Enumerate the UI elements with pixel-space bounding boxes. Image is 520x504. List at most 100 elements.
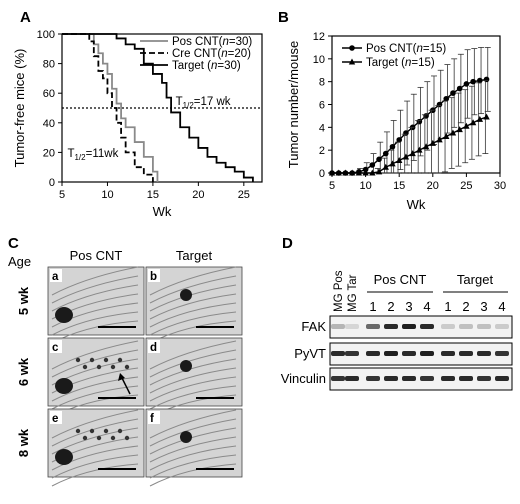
panel-c-duct-stroke	[51, 311, 139, 336]
chart-a-legend-label-rest: =20)	[228, 48, 252, 60]
chart-b-point-circle	[436, 101, 443, 108]
chart-a-legend-label-prefix: Cre CNT(	[172, 48, 221, 60]
chart-a-annotation-sub: 1/2	[183, 101, 195, 110]
chart-b-point-circle	[456, 85, 463, 92]
panel-d-band	[331, 351, 345, 356]
chart-a-annotation-text: =17 wk	[194, 96, 231, 108]
chart-b-ytick-label: 10	[313, 54, 325, 66]
panel-c-micrograph-letter: e	[52, 413, 58, 425]
chart-b-ytick-label: 4	[319, 122, 325, 134]
panel-d-lane-number: 3	[480, 299, 487, 314]
panel-c-age-label: Age	[8, 254, 31, 269]
chart-b-point-circle	[450, 90, 456, 96]
panel-c-duct-stroke	[51, 445, 139, 471]
panel-c-micrograph-frame	[47, 408, 145, 478]
panel-d-band	[459, 376, 473, 381]
panel-d-group-label: Target	[457, 272, 494, 287]
chart-b-ytick-label: 6	[319, 100, 325, 112]
chart-a-legend-label-prefix: Target (	[172, 60, 211, 72]
panel-c-tumor-lesion	[89, 428, 95, 434]
chart-a-legend-label-n: n	[221, 48, 227, 60]
panel-c-tumor-lesion	[124, 435, 130, 441]
panel-c-row-age: 5 wk	[16, 286, 31, 315]
chart-b-point-triangle	[436, 136, 443, 143]
panel-c-tumor-lesion	[124, 364, 130, 370]
panel-d-band	[345, 376, 359, 381]
panel-c-duct-stroke	[149, 311, 237, 336]
panel-d-band	[402, 351, 416, 356]
chart-b-legend-label-prefix: Pos CNT(	[366, 43, 417, 55]
chart-b-xtick-label: 10	[359, 180, 371, 192]
panel-c-micrograph-frame	[47, 337, 145, 407]
chart-b-point-triangle	[483, 113, 490, 120]
chart-b-point-circle	[389, 143, 396, 150]
panel-d-band	[459, 351, 473, 356]
chart-a-xtick-label: 10	[101, 189, 113, 201]
panel-c-micrograph: d	[145, 337, 243, 418]
chart-a-ytick-label: 60	[43, 88, 55, 100]
chart-b-point-triangle	[443, 132, 450, 139]
chart-b-ylabel: Tumor number/mouse	[286, 41, 301, 168]
panel-c-tumor-lesion	[82, 435, 88, 441]
panel-c-tumor-lesion	[75, 428, 81, 434]
chart-b-point-circle	[470, 78, 476, 85]
panel-c-duct-stroke	[51, 266, 139, 296]
panel-c-duct-stroke	[51, 302, 139, 328]
chart-b-point-circle	[463, 81, 470, 87]
chart-a-legend-label-rest: =30)	[229, 36, 253, 48]
panel-d-band	[366, 351, 380, 356]
panel-c-arrow	[121, 377, 131, 395]
panel-d-band	[420, 376, 434, 381]
chart-a-xtick-label: 20	[192, 189, 204, 201]
panel-d-band	[459, 324, 473, 329]
panel-c-duct-stroke	[149, 436, 237, 463]
panel-d-band	[495, 351, 509, 356]
panel-d-band	[495, 324, 509, 329]
chart-b-ytick-label: 8	[319, 77, 325, 89]
chart-b-point-triangle	[335, 169, 342, 176]
chart-a-series-dashed	[62, 33, 154, 182]
panel-d-band	[345, 351, 359, 356]
panel-c-duct-stroke	[149, 293, 237, 320]
panel-c-duct-stroke	[51, 385, 139, 410]
panel-letter-b: B	[278, 9, 289, 26]
panel-c-micrograph: b	[145, 266, 243, 344]
panel-c-column-header: Target	[176, 248, 213, 263]
panel-c-duct-stroke	[51, 340, 139, 370]
panel-c-micrograph-frame	[145, 337, 243, 407]
panel-c-duct-stroke	[149, 454, 237, 479]
panel-c-tag-bg	[50, 340, 62, 353]
chart-b-point-triangle	[469, 119, 477, 126]
panel-d-lane-number: 2	[387, 299, 394, 314]
chart-b-point-triangle	[449, 129, 457, 136]
panel-c-duct-stroke	[51, 275, 139, 304]
panel-d-band	[366, 376, 380, 381]
chart-a-ytick-label: 20	[43, 147, 55, 159]
chart-b-point-circle	[443, 95, 450, 102]
chart-a-ytick-label: 80	[43, 59, 55, 71]
chart-b-point-triangle	[409, 150, 416, 157]
chart-b-legend-label-rest: =15)	[411, 57, 435, 69]
chart-a-annotation-base: T	[176, 96, 183, 108]
panel-d-lane-number: 3	[405, 299, 412, 314]
panel-d-band	[384, 324, 398, 329]
panel-c-duct-stroke	[149, 409, 237, 439]
chart-b-legend-label-rest: =15)	[423, 43, 447, 55]
chart-a-annotation-sub: 1/2	[74, 153, 86, 162]
panel-d-band	[384, 376, 398, 381]
chart-b-point-circle	[477, 77, 483, 84]
panel-d-lane-number: 2	[462, 299, 469, 314]
panel-d-band	[441, 376, 455, 381]
chart-b-point-triangle	[375, 168, 383, 175]
panel-c-tag-bg	[50, 411, 62, 424]
chart-b-point-circle	[369, 162, 376, 168]
panel-c-duct-stroke	[149, 266, 237, 296]
chart-b-point-triangle	[463, 122, 470, 129]
panel-d-band	[477, 351, 491, 356]
chart-b-legend-label: Target (n=15)	[366, 57, 435, 69]
panel-c-lymph-node	[180, 289, 192, 301]
chart-a-xtick-label: 25	[238, 189, 250, 201]
chart-b-point-circle	[483, 76, 490, 83]
